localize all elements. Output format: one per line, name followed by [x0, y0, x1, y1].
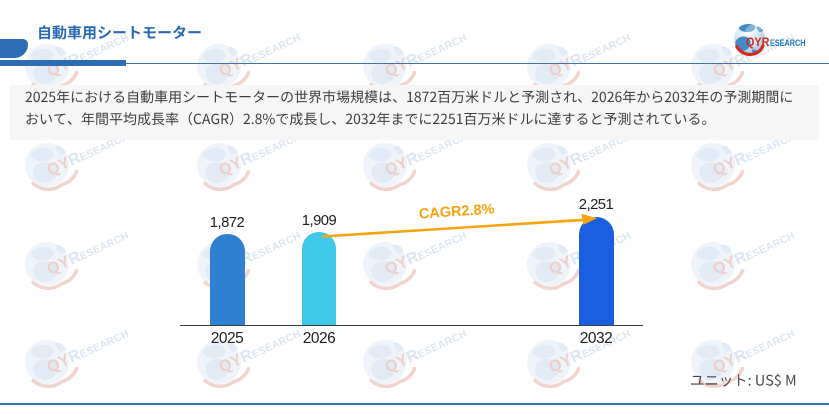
svg-text:ESEARCH: ESEARCH	[770, 38, 806, 48]
svg-text:QYR: QYR	[746, 35, 770, 49]
svg-text:CAGR2.8%: CAGR2.8%	[418, 201, 495, 222]
